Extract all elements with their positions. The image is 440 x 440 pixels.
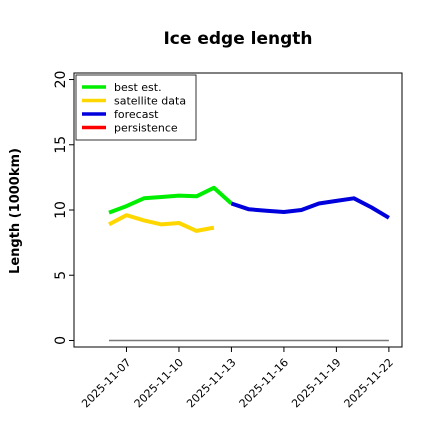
x-tick-label: 2025-11-07 — [79, 356, 133, 410]
x-tick-label: 2025-11-22 — [342, 356, 396, 410]
y-axis-label: Length (1000km) — [8, 148, 23, 274]
legend-label-satellite-data: satellite data — [114, 94, 186, 107]
series-line-best-est — [108, 185, 233, 215]
x-tick-label: 2025-11-19 — [289, 356, 343, 410]
series-line-forecast — [230, 196, 390, 220]
legend-label-forecast: forecast — [114, 108, 159, 121]
series-line-satellite-data — [108, 213, 215, 233]
y-tick-label: 20 — [53, 71, 69, 89]
y-tick-label: 15 — [53, 136, 69, 154]
y-tick-label: 10 — [53, 201, 69, 219]
x-tick-label: 2025-11-16 — [237, 356, 291, 410]
legend: best est.satellite dataforecastpersisten… — [75, 74, 197, 141]
chart-title: Ice edge length — [163, 29, 312, 49]
x-tick-label: 2025-11-13 — [184, 356, 238, 410]
x-tick-label: 2025-11-10 — [132, 356, 186, 410]
y-tick-label: 0 — [53, 336, 69, 345]
y-tick-label: 5 — [53, 271, 69, 280]
legend-label-persistence: persistence — [114, 121, 178, 134]
legend-label-best-est: best est. — [114, 81, 162, 94]
